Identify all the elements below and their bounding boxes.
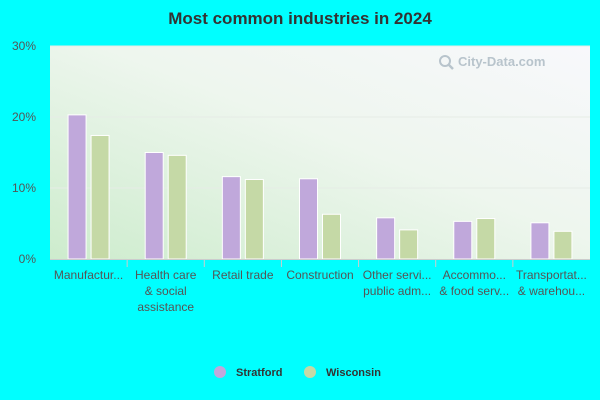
y-tick-label: 0% [19, 252, 37, 266]
bar-wisconsin-3[interactable] [322, 213, 341, 260]
y-tick-label: 30% [12, 39, 36, 53]
x-tick-label: Retail trade [212, 268, 274, 282]
bar-wisconsin-6[interactable] [553, 230, 573, 260]
legend-label-wisconsin: Wisconsin [326, 367, 381, 379]
bar-stratford-0[interactable] [67, 114, 87, 260]
x-axis: Manufactur... Health care & social assistan… [50, 259, 590, 314]
bar-stratford-3[interactable] [299, 178, 318, 260]
watermark: City-Data.com [439, 54, 545, 70]
bar-wisconsin-0[interactable] [90, 134, 110, 260]
y-axis: 0% 10% 20% 30% [12, 39, 36, 266]
legend-label-stratford: Stratford [236, 367, 282, 379]
x-tick-label: Other servi... public adm... [363, 268, 432, 298]
legend-swatch-stratford [214, 366, 226, 378]
watermark-text: City-Data.com [458, 54, 545, 69]
bar-stratford-2[interactable] [221, 176, 241, 260]
bar-wisconsin-5[interactable] [476, 218, 496, 260]
bar-stratford-5[interactable] [453, 220, 473, 260]
y-tick-label: 10% [12, 181, 36, 195]
bar-wisconsin-1[interactable] [167, 154, 187, 260]
x-tick-label: Manufactur... [54, 268, 123, 282]
magnifier-logo-icon [439, 55, 454, 70]
bar-wisconsin-4[interactable] [399, 229, 419, 260]
legend-swatch-wisconsin [304, 366, 316, 378]
x-tick-label: Accommo... & food serv... [439, 268, 509, 298]
bar-wisconsin-2[interactable] [244, 178, 264, 260]
plot-background [50, 46, 590, 259]
x-tick-label: Construction [286, 268, 353, 282]
y-tick-label: 20% [12, 110, 36, 124]
x-tick-label: Health care & social assistance [135, 268, 197, 314]
bars [67, 114, 573, 260]
grid-lines [50, 45, 590, 189]
chart-title: Most common industries in 2024 [168, 9, 432, 28]
x-tick-label: Transportat... & warehou... [516, 268, 587, 298]
legend: Stratford Wisconsin [214, 366, 381, 379]
bar-stratford-6[interactable] [530, 222, 550, 260]
bar-stratford-4[interactable] [376, 217, 396, 260]
bar-stratford-1[interactable] [144, 152, 164, 260]
